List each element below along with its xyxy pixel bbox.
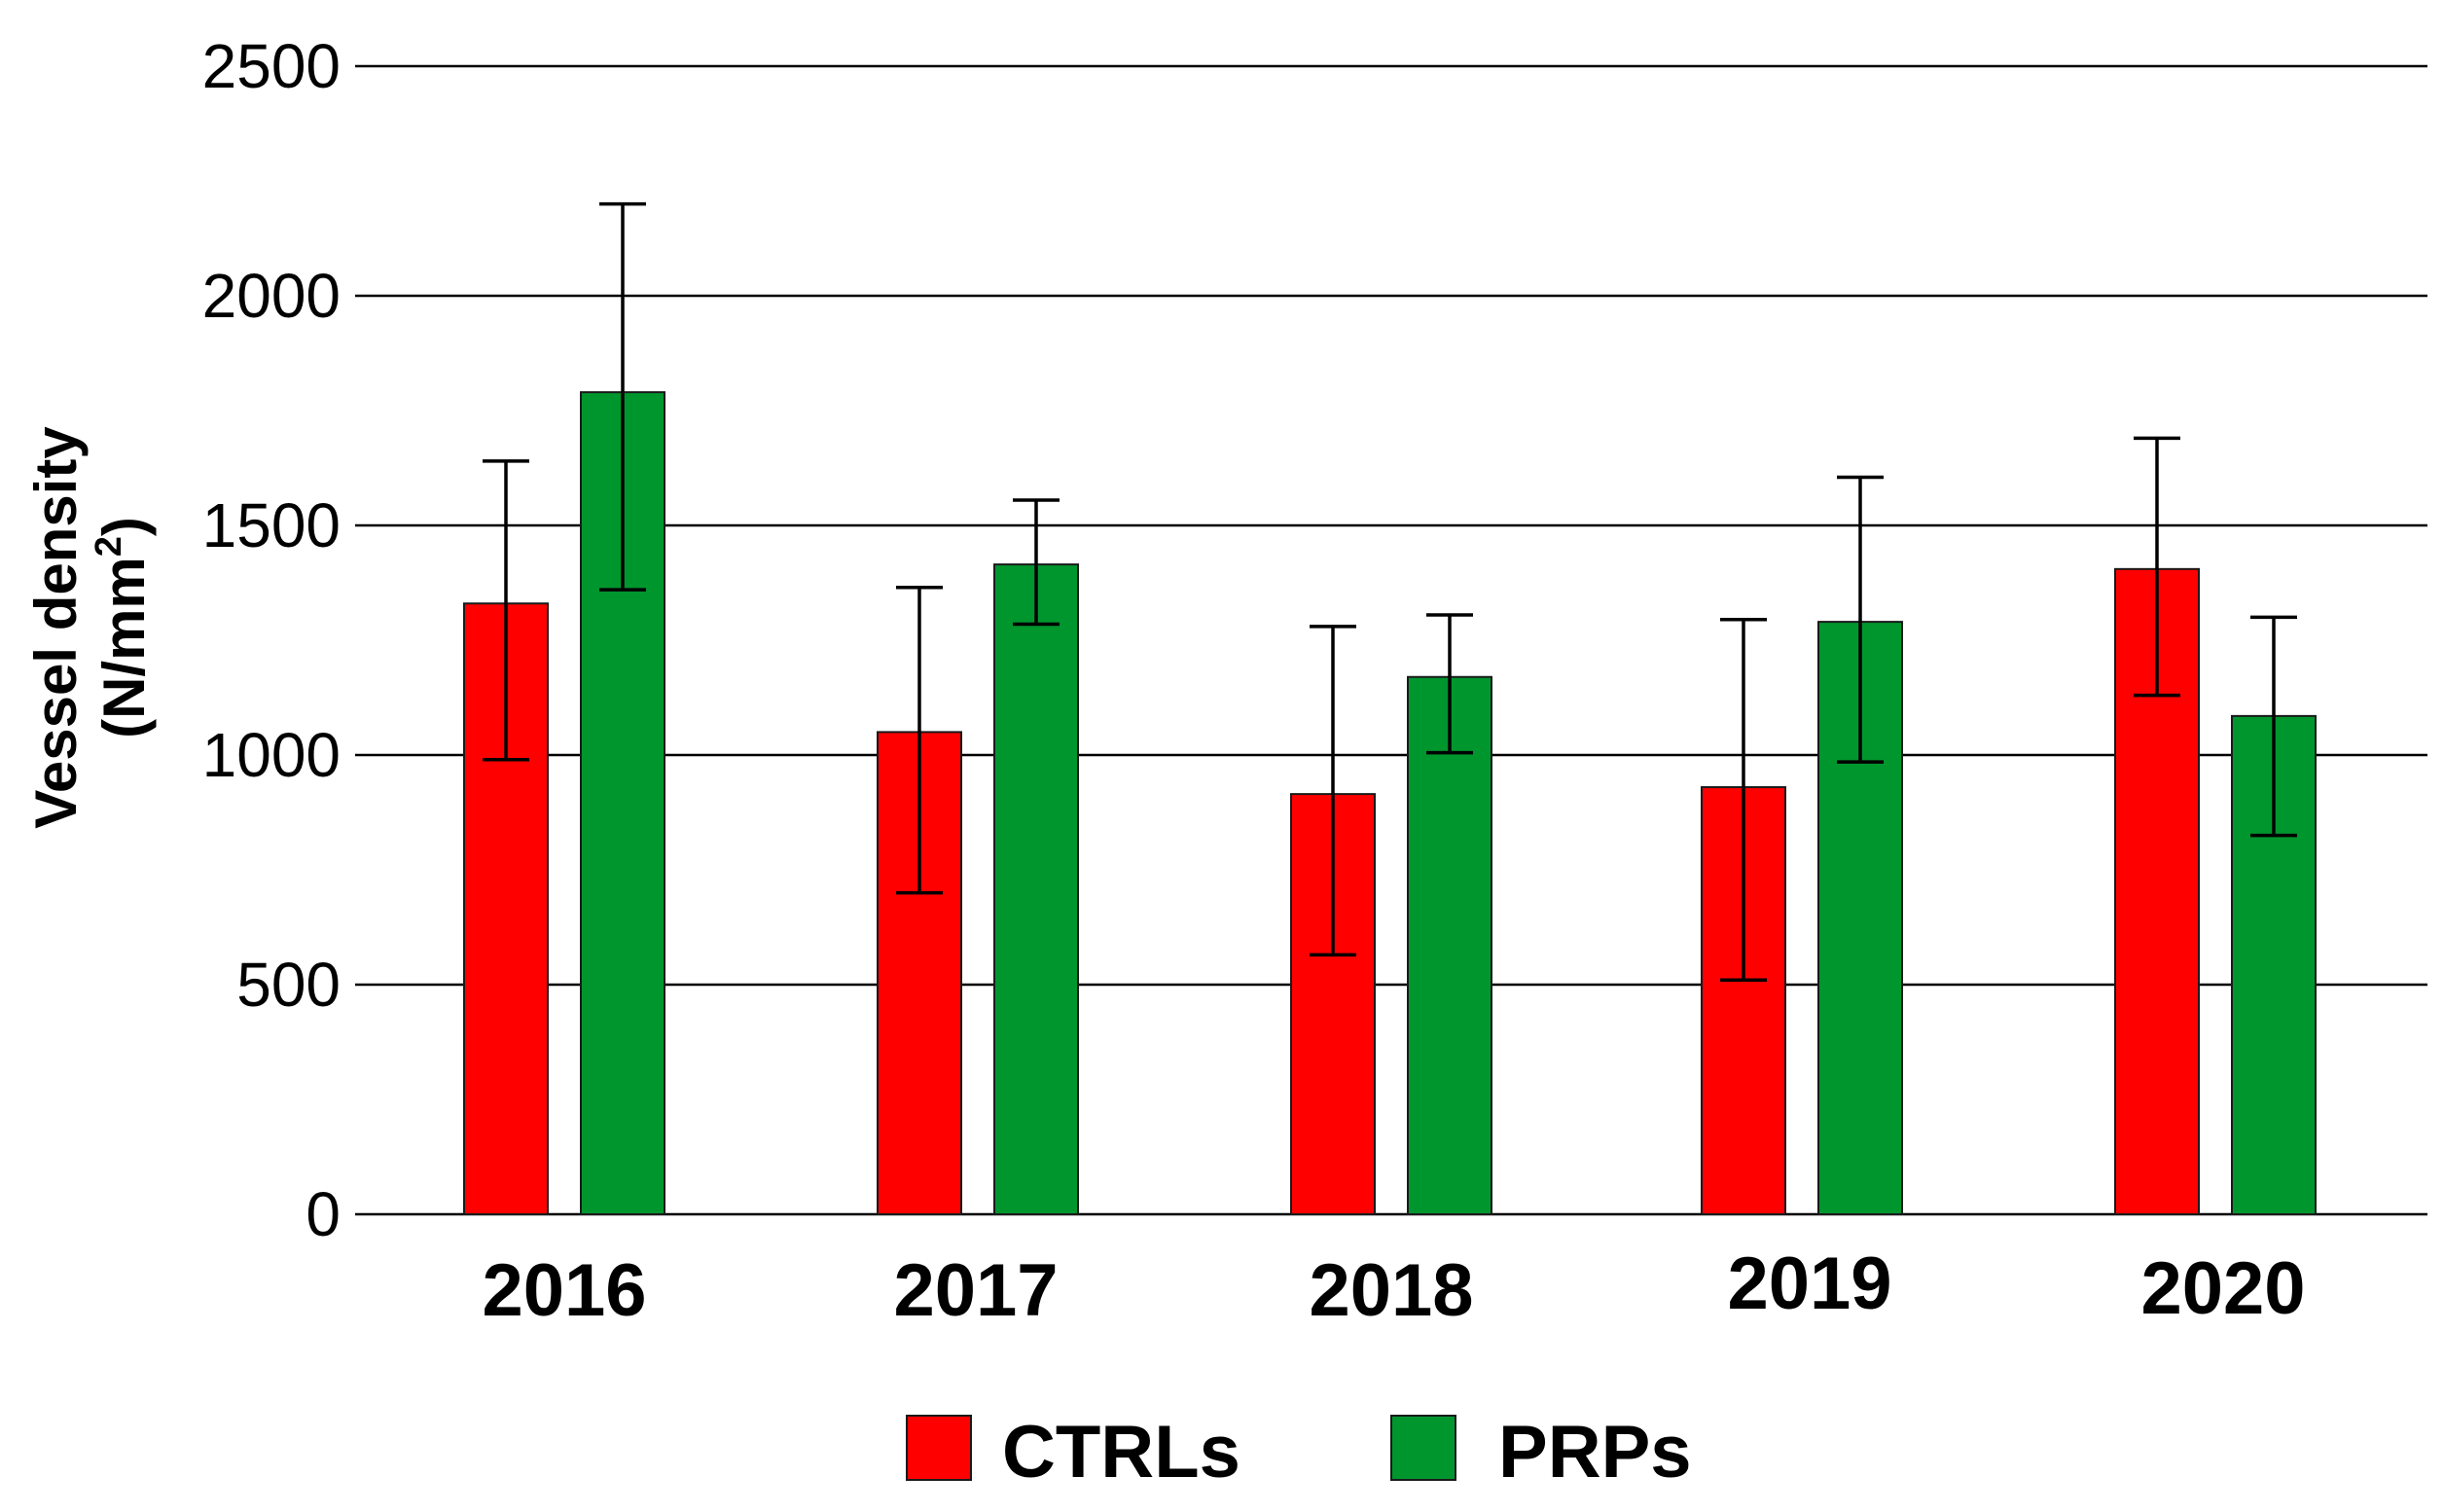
x-category-label-2018: 2018 bbox=[1309, 1249, 1473, 1332]
x-category-label-2017: 2017 bbox=[893, 1249, 1058, 1332]
legend: CTRLs PRPs bbox=[906, 1411, 1692, 1494]
y-tick-label: 2500 bbox=[202, 31, 341, 101]
y-axis-unit-sup: 2 bbox=[89, 536, 129, 557]
legend-item-prps: PRPs bbox=[1390, 1411, 1692, 1494]
legend-swatch-prps bbox=[1390, 1415, 1456, 1481]
y-tick-label: 1500 bbox=[202, 490, 341, 560]
y-axis-unit-suffix: ) bbox=[91, 517, 157, 536]
legend-item-ctrls: CTRLs bbox=[906, 1411, 1240, 1494]
bar-prps-2018 bbox=[1407, 675, 1492, 1215]
bars bbox=[463, 391, 2317, 1216]
legend-label-ctrls: CTRLs bbox=[1002, 1411, 1240, 1494]
error-bars bbox=[483, 201, 2297, 983]
y-axis-title: Vessel density (N/mm2) bbox=[23, 426, 157, 829]
legend-label-prps: PRPs bbox=[1498, 1411, 1692, 1494]
bar-prps-2017 bbox=[993, 563, 1079, 1215]
gridlines bbox=[355, 64, 2427, 1216]
y-tick-labels: 0 500 1000 1500 2000 2500 bbox=[202, 31, 341, 1249]
y-axis-label: Vessel density bbox=[23, 426, 89, 829]
y-tick-label: 0 bbox=[306, 1179, 341, 1249]
x-category-label-2016: 2016 bbox=[482, 1249, 646, 1332]
y-tick-label: 1000 bbox=[202, 720, 341, 790]
y-axis-unit-prefix: (N/mm bbox=[91, 557, 157, 738]
y-tick-label: 500 bbox=[236, 950, 341, 1020]
x-category-labels: 2016 2017 2018 2019 2020 bbox=[482, 1242, 2305, 1332]
y-axis-unit: (N/mm2) bbox=[89, 517, 157, 738]
x-category-label-2020: 2020 bbox=[2140, 1247, 2305, 1330]
y-tick-label: 2000 bbox=[202, 261, 341, 331]
legend-swatch-ctrls bbox=[906, 1415, 972, 1481]
x-category-label-2019: 2019 bbox=[1727, 1242, 1891, 1325]
